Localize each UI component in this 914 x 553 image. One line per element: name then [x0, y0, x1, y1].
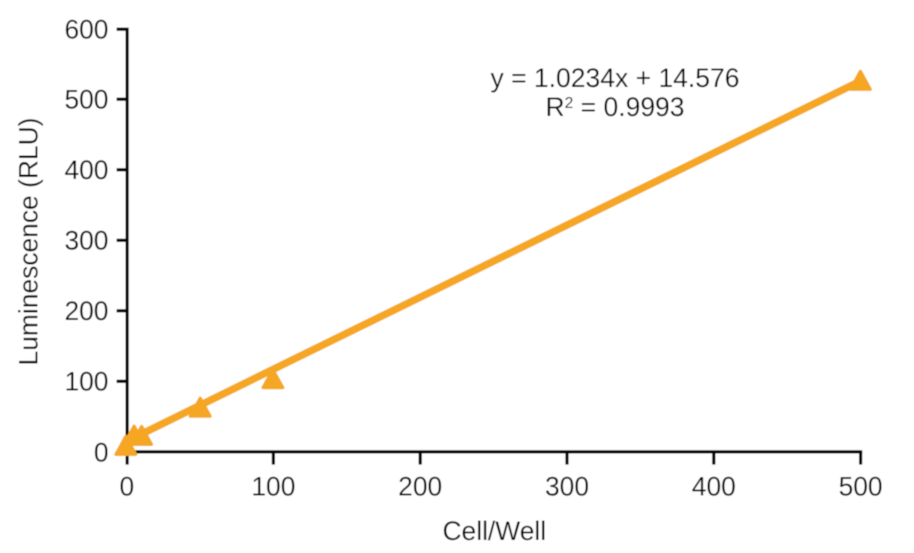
- svg-text:600: 600: [64, 15, 108, 45]
- svg-text:100: 100: [64, 367, 108, 397]
- svg-text:500: 500: [64, 85, 108, 115]
- svg-text:0: 0: [94, 437, 109, 467]
- svg-text:200: 200: [64, 296, 108, 326]
- svg-text:400: 400: [64, 155, 108, 185]
- svg-text:200: 200: [398, 472, 442, 502]
- svg-text:100: 100: [251, 472, 295, 502]
- svg-text:Luminescence (RLU): Luminescence (RLU): [14, 118, 44, 366]
- svg-text:300: 300: [64, 226, 108, 256]
- svg-text:500: 500: [839, 472, 883, 502]
- svg-text:0: 0: [119, 472, 134, 502]
- svg-text:400: 400: [692, 472, 736, 502]
- svg-text:Cell/Well: Cell/Well: [442, 516, 546, 546]
- svg-text:300: 300: [545, 472, 589, 502]
- svg-text:y = 1.0234x + 14.576: y = 1.0234x + 14.576: [490, 63, 739, 93]
